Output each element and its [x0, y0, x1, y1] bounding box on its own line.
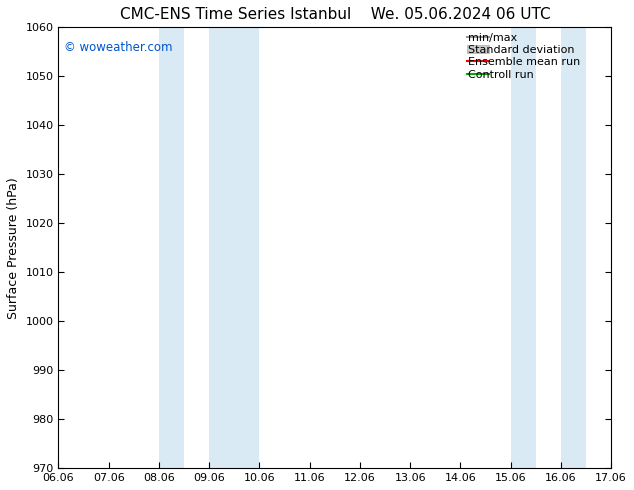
Bar — [511, 27, 536, 468]
Legend: min/max, Standard deviation, Ensemble mean run, Controll run: min/max, Standard deviation, Ensemble me… — [465, 30, 608, 82]
Bar — [159, 27, 184, 468]
Title: CMC-ENS Time Series Istanbul    We. 05.06.2024 06 UTC: CMC-ENS Time Series Istanbul We. 05.06.2… — [120, 7, 550, 22]
Bar — [209, 27, 259, 468]
Bar — [561, 27, 586, 468]
Y-axis label: Surface Pressure (hPa): Surface Pressure (hPa) — [7, 177, 20, 318]
Text: © woweather.com: © woweather.com — [64, 41, 172, 53]
